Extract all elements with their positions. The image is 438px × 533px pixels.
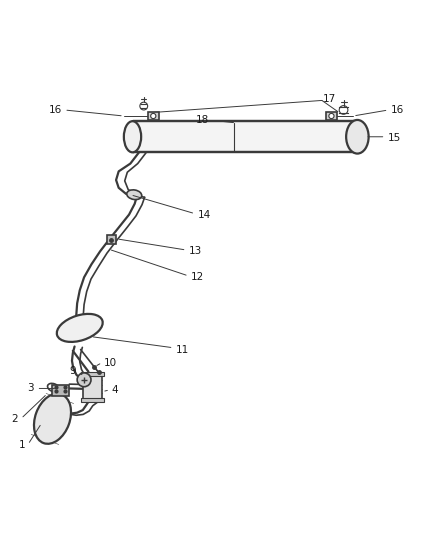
Circle shape (151, 114, 156, 119)
Ellipse shape (57, 314, 102, 342)
FancyBboxPatch shape (107, 236, 116, 244)
Circle shape (329, 114, 334, 119)
Text: 14: 14 (198, 211, 211, 221)
Text: 12: 12 (191, 272, 204, 282)
FancyBboxPatch shape (148, 112, 159, 120)
FancyBboxPatch shape (81, 398, 104, 402)
Text: 2: 2 (12, 414, 18, 424)
Text: 11: 11 (176, 344, 189, 354)
Text: 15: 15 (388, 133, 401, 143)
FancyBboxPatch shape (83, 374, 102, 400)
Ellipse shape (124, 121, 141, 152)
Ellipse shape (34, 394, 71, 444)
Text: 16: 16 (49, 105, 63, 115)
Bar (133, 121, 357, 152)
FancyBboxPatch shape (52, 385, 69, 396)
Text: 3: 3 (27, 383, 34, 393)
FancyBboxPatch shape (81, 372, 104, 376)
Ellipse shape (127, 190, 142, 199)
Text: 4: 4 (112, 385, 118, 395)
Ellipse shape (346, 120, 369, 154)
Text: 1: 1 (19, 440, 25, 450)
FancyBboxPatch shape (326, 112, 337, 120)
Text: 16: 16 (391, 105, 404, 115)
Text: 13: 13 (189, 246, 202, 256)
Text: 17: 17 (323, 94, 336, 104)
Text: 18: 18 (196, 115, 209, 125)
Text: 9: 9 (70, 366, 76, 376)
Circle shape (77, 373, 91, 387)
Text: 10: 10 (104, 358, 117, 367)
